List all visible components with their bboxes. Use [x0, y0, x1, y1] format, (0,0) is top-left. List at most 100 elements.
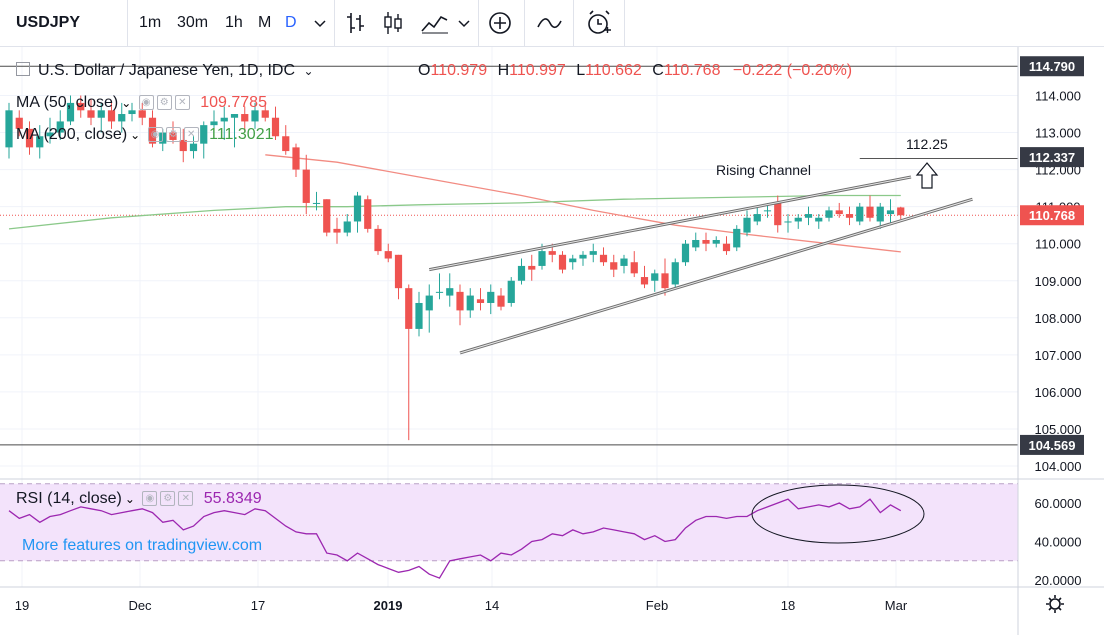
x-tick-label: Mar [885, 598, 908, 613]
ma50-series [8, 194, 901, 230]
chevron-down-icon[interactable] [454, 0, 474, 46]
watermark-link[interactable]: More features on tradingview.com [22, 537, 263, 554]
candle-body [651, 273, 659, 281]
candle-body [733, 228, 741, 248]
y-tick-label: 113.000 [1035, 126, 1081, 141]
toolbar-divider [478, 0, 479, 46]
annotations: Rising Channel 112.25 [428, 136, 1018, 355]
candle-body [630, 262, 638, 274]
rising-channel-label: Rising Channel [716, 162, 811, 178]
candle-body [610, 262, 618, 270]
candle-body [681, 243, 690, 263]
price-label-text: 112.337 [1029, 150, 1075, 165]
candles [5, 95, 905, 441]
y-tick-label: 114.000 [1035, 89, 1081, 104]
symbol-search[interactable]: USDJPY [16, 14, 81, 31]
candle-body [815, 217, 823, 222]
gear-icon[interactable]: ⚙ [165, 127, 181, 143]
interval-30m[interactable]: 30m [177, 14, 209, 31]
chevron-down-icon[interactable]: ⌄ [121, 96, 132, 110]
compare-icon[interactable] [535, 0, 563, 46]
price-label-box [1020, 434, 1084, 455]
candle-body [784, 221, 792, 223]
channel-upper-line-highlight [429, 176, 912, 271]
high-value: 110.997 [509, 62, 566, 79]
x-tick-label: Dec [128, 598, 152, 613]
candle-style-icon[interactable] [380, 0, 406, 46]
eye-icon[interactable]: ◉ [142, 491, 158, 507]
rsi-tick-label: 20.0000 [1035, 573, 1082, 588]
ma50-label: MA (50, close) [16, 94, 119, 111]
candle-body [497, 295, 505, 307]
candle-body [620, 258, 628, 266]
ma200-series [265, 154, 901, 253]
candle-body [886, 210, 895, 215]
toolbar-divider [334, 0, 335, 46]
candle-body [476, 299, 485, 303]
chart-type-icon[interactable] [16, 62, 30, 76]
chevron-down-icon[interactable]: ⌄ [130, 128, 141, 142]
interval-1h[interactable]: 1h [225, 14, 243, 31]
toolbar-divider [524, 0, 525, 46]
chevron-down-icon[interactable]: ⌄ [303, 64, 314, 78]
indicators-icon[interactable] [419, 0, 451, 46]
gear-icon[interactable]: ⚙ [160, 491, 176, 507]
candle-body [405, 288, 413, 329]
ma200-line [265, 154, 901, 253]
ma50-legend: MA (50, close) ⌄ ◉ ⚙ ✕ 109.7785 [16, 94, 267, 112]
candle-body [774, 202, 782, 226]
candle-body [97, 110, 105, 118]
interval-month[interactable]: M [258, 14, 272, 31]
candle-body [415, 302, 423, 329]
rsi-value: 55.8349 [203, 490, 262, 507]
candle-body [56, 121, 64, 133]
chevron-down-icon[interactable]: ⌄ [124, 492, 135, 506]
candle-body [66, 102, 75, 122]
price-label-box [1020, 56, 1084, 77]
candle-body [794, 217, 802, 222]
close-icon[interactable]: ✕ [178, 491, 194, 507]
alert-icon[interactable] [584, 0, 614, 46]
interval-day[interactable]: D [285, 14, 297, 31]
candle-body [292, 147, 300, 170]
candle-body [825, 210, 833, 218]
axes: 104.000 105.000 106.000 107.000 108.000 109.0… [0, 47, 1104, 635]
up-arrow-icon [915, 162, 939, 189]
eye-icon[interactable]: ◉ [147, 127, 163, 143]
candle-body [835, 210, 843, 215]
candle-body [579, 254, 587, 259]
chart-area[interactable]: Rising Channel 112.25 104.000 105.000 106.0… [0, 47, 1104, 635]
y-tick-label: 107.000 [1035, 348, 1082, 363]
y-tick-label: 109.000 [1035, 274, 1082, 289]
main-legend: U.S. Dollar / Japanese Yen, 1D, IDC ⌄ [16, 62, 314, 80]
interval-1m[interactable]: 1m [139, 14, 162, 31]
candle-body [466, 295, 474, 311]
candle-body [118, 114, 126, 122]
candle-body [548, 251, 556, 255]
candle-body [46, 132, 54, 137]
close-icon[interactable]: ✕ [174, 95, 190, 111]
candle-body [394, 254, 403, 289]
candle-body [282, 136, 290, 152]
gear-icon[interactable] [1046, 595, 1064, 613]
candle-body [138, 110, 146, 118]
candle-body [866, 206, 874, 218]
x-tick-label: 17 [251, 598, 265, 613]
add-icon[interactable] [486, 0, 514, 46]
candle-body [36, 136, 44, 148]
candle-body [517, 265, 526, 281]
open-label: O [418, 62, 431, 79]
chevron-down-icon[interactable] [310, 0, 330, 46]
candle-body [210, 121, 218, 126]
candle-body [507, 280, 515, 303]
bar-style-icon[interactable] [343, 0, 369, 46]
rsi-highlight-ellipse [751, 484, 925, 544]
x-tick-label: 19 [15, 598, 29, 613]
candle-body [179, 139, 187, 152]
candle-body [425, 295, 433, 311]
gear-icon-ring [1049, 598, 1061, 610]
close-icon[interactable]: ✕ [183, 127, 199, 143]
eye-icon[interactable]: ◉ [138, 95, 154, 111]
gear-icon[interactable]: ⚙ [156, 95, 172, 111]
candle-body [87, 110, 95, 118]
